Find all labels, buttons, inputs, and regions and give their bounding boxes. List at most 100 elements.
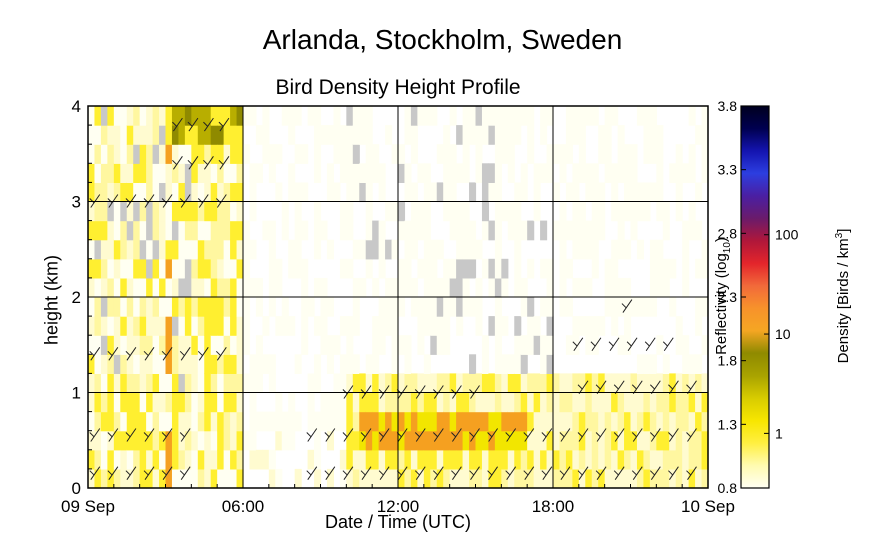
heatmap-cell xyxy=(94,297,102,317)
heatmap-cell xyxy=(230,258,238,279)
heatmap-cell xyxy=(688,354,696,374)
heatmap-cell xyxy=(404,163,412,183)
heatmap-cell xyxy=(339,220,347,241)
heatmap-cell xyxy=(385,468,393,489)
heatmap-cell xyxy=(339,354,347,374)
heatmap-cell xyxy=(585,316,593,336)
heatmap-cell xyxy=(546,468,554,489)
wind-barb xyxy=(187,117,199,132)
heatmap-cell xyxy=(210,373,218,394)
heatmap-cell xyxy=(204,449,212,470)
heatmap-cell xyxy=(230,297,238,317)
heatmap-cell xyxy=(171,125,180,145)
heatmap-cell xyxy=(385,373,393,394)
heatmap-cell xyxy=(146,373,154,394)
heatmap-cell xyxy=(598,220,606,241)
heatmap-cell xyxy=(520,163,528,183)
heatmap-cell xyxy=(223,125,231,145)
heatmap-cell xyxy=(346,449,354,470)
heatmap-cell xyxy=(184,258,192,279)
heatmap-cell xyxy=(184,144,192,164)
heatmap-cell xyxy=(643,430,651,451)
heatmap-cell xyxy=(326,182,335,203)
heatmap-cell xyxy=(113,316,121,336)
heatmap-cell xyxy=(553,430,561,451)
heatmap-cell xyxy=(398,258,406,279)
heatmap-cell xyxy=(146,201,154,222)
heatmap-cell xyxy=(171,106,180,126)
heatmap-cell xyxy=(675,144,683,164)
heatmap-cell xyxy=(682,411,690,432)
heatmap-cell xyxy=(501,258,509,279)
heatmap-cell xyxy=(572,106,580,126)
heatmap-cell xyxy=(481,430,490,451)
heatmap-cell xyxy=(365,182,373,203)
heatmap-cell xyxy=(100,239,108,260)
heatmap-cell xyxy=(656,201,664,222)
heatmap-cell xyxy=(184,335,192,355)
heatmap-cell xyxy=(197,411,205,432)
heatmap-cell xyxy=(320,335,328,355)
heatmap-cell xyxy=(404,373,412,394)
heatmap-cell xyxy=(236,258,244,279)
heatmap-cell xyxy=(294,354,302,374)
heatmap-cell xyxy=(656,392,664,413)
heatmap-cell xyxy=(649,182,657,203)
heatmap-cell xyxy=(624,201,632,222)
heatmap-cell xyxy=(565,297,573,317)
heatmap-cell xyxy=(262,125,270,145)
heatmap-cell xyxy=(184,449,192,470)
heatmap-cell xyxy=(223,220,231,241)
heatmap-cell xyxy=(314,468,322,489)
heatmap-cell xyxy=(275,258,283,279)
heatmap-cell xyxy=(624,430,632,451)
heatmap-cell xyxy=(133,201,141,222)
heatmap-cell xyxy=(210,239,218,260)
heatmap-cell xyxy=(578,163,586,183)
heatmap-cell xyxy=(378,220,386,241)
heatmap-cell xyxy=(139,125,147,145)
heatmap-cell xyxy=(494,220,502,241)
heatmap-cell xyxy=(572,201,580,222)
heatmap-cell xyxy=(352,125,360,145)
heatmap-cell xyxy=(598,182,606,203)
heatmap-cell xyxy=(230,163,238,183)
heatmap-cell xyxy=(197,373,205,394)
heatmap-cell xyxy=(385,449,393,470)
heatmap-cell xyxy=(107,220,115,241)
heatmap-cell xyxy=(378,392,386,413)
heatmap-cell xyxy=(346,354,354,374)
heatmap-cell xyxy=(346,373,354,394)
heatmap-cell xyxy=(146,335,154,355)
heatmap-cell xyxy=(365,373,373,394)
x-axis-label: Date / Time (UTC) xyxy=(324,512,471,532)
heatmap-cell xyxy=(236,373,244,394)
heatmap-cell xyxy=(113,106,121,126)
heatmap-cell xyxy=(527,125,535,145)
heatmap-cell xyxy=(281,106,289,126)
heatmap-cell xyxy=(469,373,477,394)
heatmap-cell xyxy=(423,316,431,336)
heatmap-cell xyxy=(430,316,438,336)
heatmap-cell xyxy=(701,335,709,355)
heatmap-cell xyxy=(527,373,535,394)
heatmap-cell xyxy=(494,468,502,489)
heatmap-cell xyxy=(417,297,425,317)
heatmap-cell xyxy=(643,449,651,470)
heatmap-cell xyxy=(520,106,528,126)
heatmap-cell xyxy=(94,277,102,298)
heatmap-cell xyxy=(572,468,580,489)
heatmap-cell xyxy=(326,297,335,317)
heatmap-cell xyxy=(578,144,586,164)
heatmap-cell xyxy=(514,449,522,470)
heatmap-cell xyxy=(243,106,251,126)
heatmap-cell xyxy=(488,411,496,432)
heatmap-cell xyxy=(120,163,128,183)
heatmap-cell xyxy=(404,468,412,489)
heatmap-cell xyxy=(236,277,244,298)
heatmap-cell xyxy=(204,373,212,394)
heatmap-cell xyxy=(643,392,651,413)
heatmap-cell xyxy=(430,335,438,355)
heatmap-cell xyxy=(210,106,218,126)
